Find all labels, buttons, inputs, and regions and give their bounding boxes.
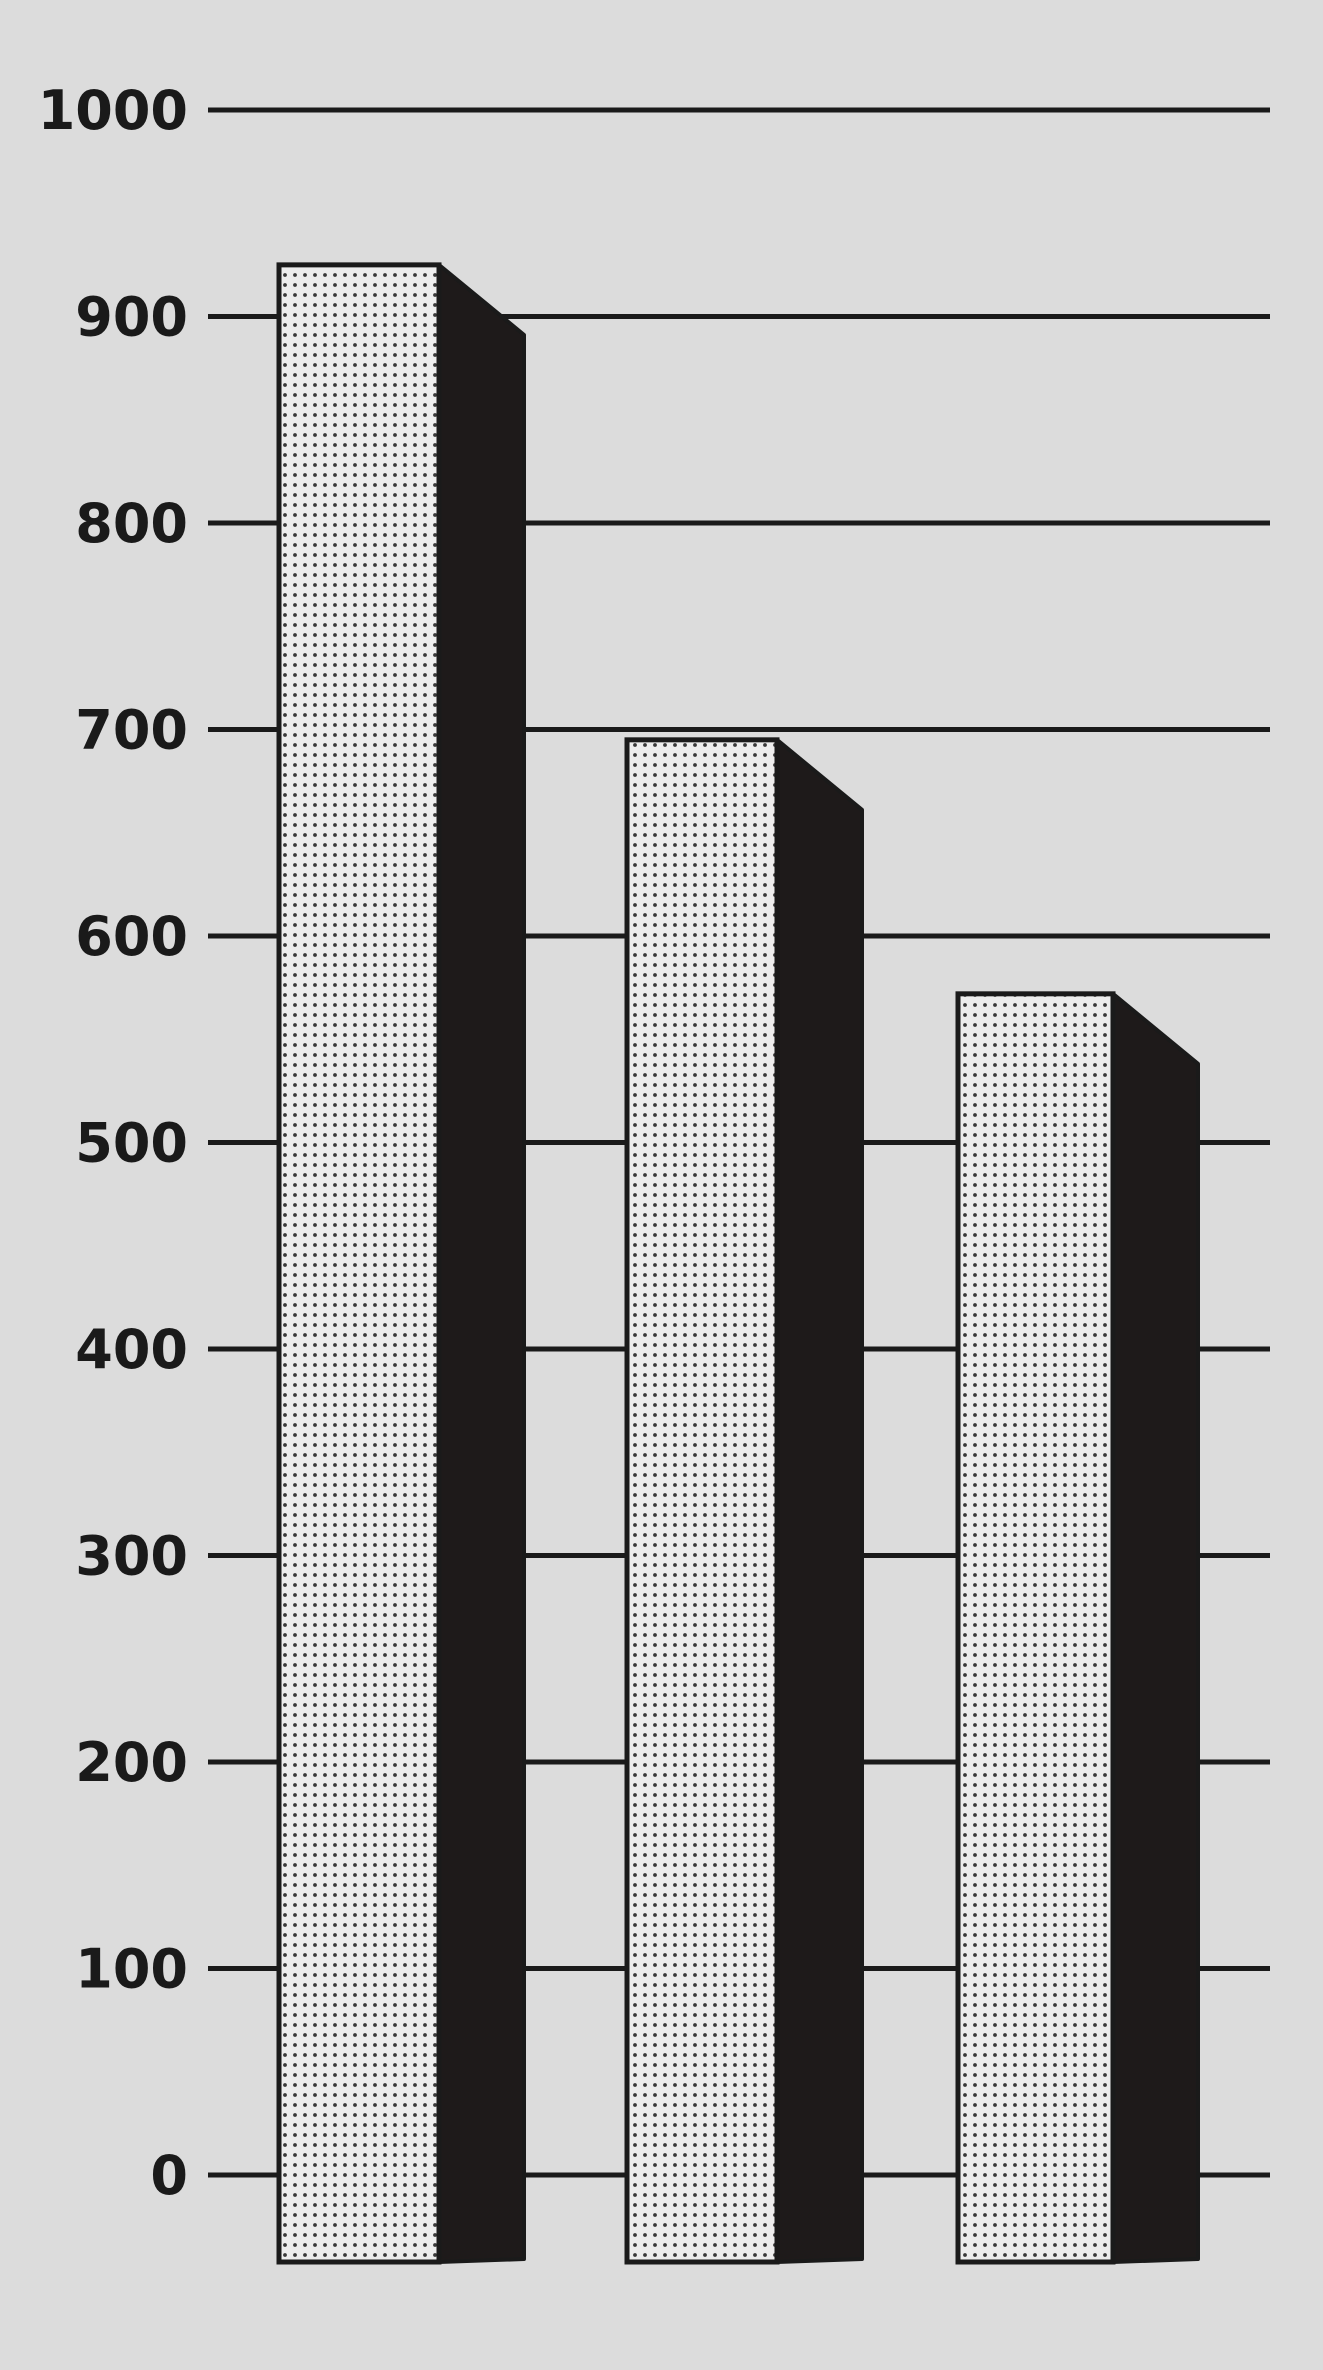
y-tick-label-300: 300 (75, 1525, 188, 1588)
bar-front-3 (955, 991, 1116, 2265)
y-tick-label-1000: 1000 (38, 79, 188, 142)
y-tick-label-500: 500 (75, 1112, 188, 1175)
bar-side-3 (1111, 991, 1200, 2264)
y-tick-label-100: 100 (75, 1938, 188, 2001)
bar-3 (955, 991, 1200, 2265)
bar-1 (276, 262, 526, 2265)
bar-side-1 (437, 262, 526, 2264)
y-tick-label-700: 700 (75, 699, 188, 762)
bar-front-2 (624, 737, 780, 2265)
bar-front-1 (276, 262, 442, 2265)
y-tick-label-200: 200 (75, 1731, 188, 1794)
bar-side-2 (775, 737, 864, 2264)
y-tick-label-600: 600 (75, 905, 188, 968)
y-axis: 0 100 200 300 400 500 600 700 800 900 1000 (38, 79, 188, 2207)
y-tick-label-400: 400 (75, 1318, 188, 1381)
y-tick-label-900: 900 (75, 286, 188, 349)
y-tick-label-800: 800 (75, 492, 188, 555)
bar-2 (624, 737, 864, 2265)
y-tick-label-0: 0 (150, 2144, 188, 2207)
bars (276, 262, 1200, 2265)
